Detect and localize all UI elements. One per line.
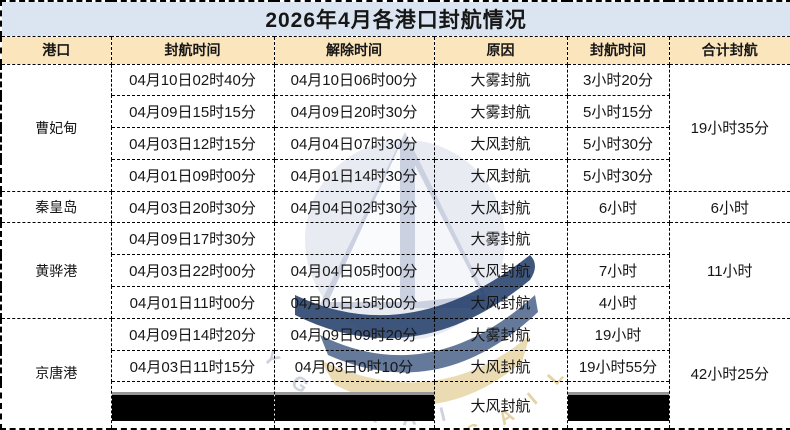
closure-start-cell: 04月03日22时00分 (110, 254, 275, 288)
closure-start-cell: 04月01日11时00分 (110, 286, 275, 319)
redacted-box (275, 391, 433, 421)
closure-reason-cell: 大风封航 (433, 127, 568, 160)
closure-start-cell: 04月09日17时30分 (110, 222, 275, 256)
redacted-box (112, 391, 273, 421)
closure-end-cell: 04月04日05时00分 (273, 254, 435, 288)
closure-start-cell: 04月03日11时15分 (110, 349, 275, 383)
closure-duration-cell: 5小时15分 (566, 95, 670, 129)
redacted-box (568, 391, 668, 421)
closure-start-cell: 04月03日20时30分 (110, 190, 275, 224)
column-header-4: 封航时间 (566, 35, 670, 65)
column-header-2: 解除时间 (273, 35, 435, 65)
closure-reason-cell: 大雾封航 (433, 95, 568, 129)
total-closure-cell: 11小时 (668, 222, 790, 319)
header-row: 港口 封航时间 解除时间 原因 封航时间 合计封航 (0, 35, 790, 65)
closure-reason-cell: 大风封航 (433, 381, 568, 430)
closure-end-cell: 04月01日15时00分 (273, 286, 435, 319)
closure-start-cell (110, 381, 275, 430)
title-row: 2026年4月各港口封航情况 (0, 0, 790, 37)
closure-end-cell (273, 381, 435, 430)
column-header-5: 合计封航 (668, 35, 790, 65)
closure-start-cell: 04月03日12时15分 (110, 127, 275, 160)
closure-end-cell (273, 222, 435, 256)
table-row: 黄骅港 04月09日17时30分 大雾封航 11小时 (0, 222, 790, 319)
closure-end-cell: 04月03日0时10分 (273, 349, 435, 383)
closure-reason-cell: 大雾封航 (433, 222, 568, 256)
total-closure-cell: 42小时25分 (668, 317, 790, 430)
closure-duration-cell (566, 381, 670, 430)
column-header-0: 港口 (0, 35, 112, 65)
closure-reason-cell: 大雾封航 (433, 63, 568, 97)
closure-duration-cell: 19小时 (566, 317, 670, 351)
closure-end-cell: 04月09日20时30分 (273, 95, 435, 129)
closure-duration-cell: 3小时20分 (566, 63, 670, 97)
table-body: 曹妃甸 04月10日02时40分 04月10日06时00分 大雾封航 3小时20分 19小… (0, 63, 790, 430)
closure-end-cell: 04月04日07时30分 (273, 127, 435, 160)
closure-reason-cell: 大风封航 (433, 158, 568, 192)
table-row: 秦皇岛 04月03日20时30分 04月04日02时30分 大风封航 6小时 6小时 (0, 190, 790, 224)
total-closure-cell: 19小时35分 (668, 63, 790, 192)
column-header-3: 原因 (433, 35, 568, 65)
table-row: 京唐港 04月09日14时20分 04月09日09时20分 大雾封航 19小时 42小时2… (0, 317, 790, 430)
port-name-cell: 曹妃甸 (0, 63, 112, 192)
closure-reason-cell: 大雾封航 (433, 317, 568, 351)
closure-end-cell: 04月04日02时30分 (273, 190, 435, 224)
column-header-1: 封航时间 (110, 35, 275, 65)
closure-reason-cell: 大风封航 (433, 286, 568, 319)
closure-end-cell: 04月09日09时20分 (273, 317, 435, 351)
table-row: 曹妃甸 04月10日02时40分 04月10日06时00分 大雾封航 3小时20分 19小… (0, 63, 790, 192)
port-name-cell: 秦皇岛 (0, 190, 112, 224)
closure-duration-cell: 19小时55分 (566, 349, 670, 383)
closure-end-cell: 04月01日14时30分 (273, 158, 435, 192)
closure-duration-cell: 6小时 (566, 190, 670, 224)
total-closure-cell: 6小时 (668, 190, 790, 224)
table-title: 2026年4月各港口封航情况 (0, 0, 790, 37)
closure-start-cell: 04月10日02时40分 (110, 63, 275, 97)
closure-reason-cell: 大风封航 (433, 190, 568, 224)
closure-reason-cell: 大风封航 (433, 254, 568, 288)
port-name-cell: 黄骅港 (0, 222, 112, 319)
closure-start-cell: 04月01日09时00分 (110, 158, 275, 192)
closure-duration-cell: 5小时30分 (566, 127, 670, 160)
closure-reason-cell: 大风封航 (433, 349, 568, 383)
closure-duration-cell (566, 222, 670, 256)
closure-start-cell: 04月09日14时20分 (110, 317, 275, 351)
closure-start-cell: 04月09日15时15分 (110, 95, 275, 129)
closure-duration-cell: 7小时 (566, 254, 670, 288)
port-name-cell: 京唐港 (0, 317, 112, 430)
closure-duration-cell: 5小时30分 (566, 158, 670, 192)
closure-duration-cell: 4小时 (566, 286, 670, 319)
closure-end-cell: 04月10日06时00分 (273, 63, 435, 97)
